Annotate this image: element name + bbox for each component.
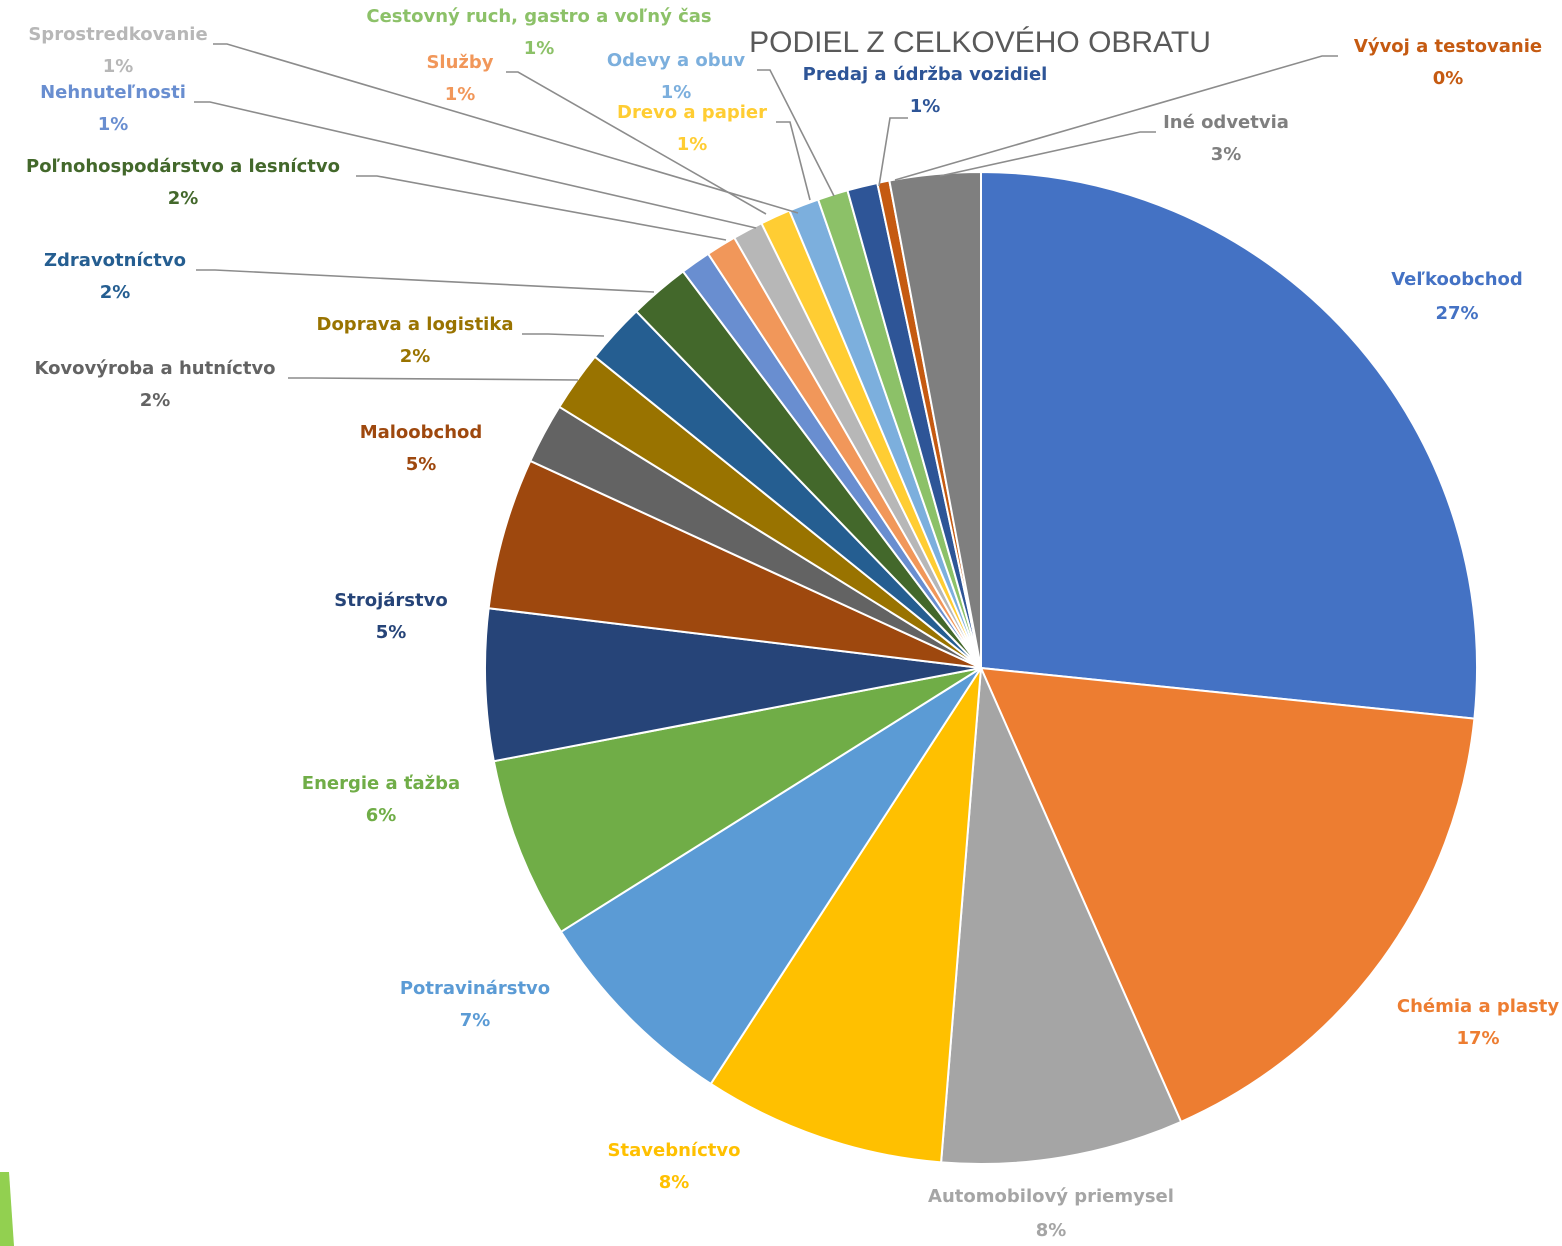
slice-name-label: Služby — [426, 52, 493, 73]
leader-line-odevy-a-obuv — [757, 69, 835, 197]
pie-slice-strojarstvo — [484, 607, 982, 763]
slice-percent-label: 5% — [406, 454, 437, 475]
leader-line-drevo-a-papier — [776, 121, 811, 201]
slice-percent-label: 1% — [661, 82, 692, 103]
slice-percent-label: 2% — [140, 390, 171, 411]
leader-line-vyvoj-a-testovanie — [894, 55, 1338, 181]
slice-percent-label: 0% — [1433, 68, 1464, 89]
slice-name-label: Automobilový priemysel — [928, 1186, 1174, 1207]
slice-name-label: Sprostredkovanie — [28, 24, 207, 45]
slice-percent-label: 1% — [98, 114, 129, 135]
chart-title: PODIEL Z CELKOVÉHO OBRATU — [749, 26, 1211, 59]
slice-percent-label: 1% — [103, 56, 134, 77]
slice-percent-label: 17% — [1456, 1028, 1499, 1049]
slice-percent-label: 1% — [445, 84, 476, 105]
pie-slice-energie-a-tazba — [492, 667, 982, 934]
slice-name-label: Predaj a údržba vozidiel — [803, 64, 1048, 85]
slice-percent-label: 27% — [1435, 303, 1478, 324]
slice-percent-label: 6% — [366, 805, 397, 826]
leader-line-doprava-a-logistika — [522, 333, 605, 337]
slice-name-label: Kovovýroba a hutníctvo — [34, 358, 275, 379]
slice-name-label: Odevy a obuv — [607, 50, 746, 71]
pie-slice-chemia-a-plasty — [979, 666, 1476, 1124]
slice-name-label: Zdravotníctvo — [44, 250, 186, 271]
slice-name-label: Poľnohospodárstvo a lesníctvo — [26, 156, 340, 177]
accent-shape — [0, 1172, 14, 1246]
leader-line-sprostredkovanie — [213, 43, 799, 214]
slice-percent-label: 5% — [376, 622, 407, 643]
slice-name-label: Stavebníctvo — [608, 1140, 741, 1161]
slice-percent-label: 1% — [524, 38, 555, 59]
slice-name-label: Chémia a plasty — [1397, 996, 1560, 1017]
slice-name-label: Maloobchod — [360, 422, 483, 443]
leader-lines — [194, 43, 1338, 381]
slice-percent-label: 2% — [100, 282, 131, 303]
slice-name-label: Veľkoobchod — [1391, 269, 1523, 290]
slice-name-label: Cestovný ruch, gastro a voľný čas — [366, 6, 711, 27]
slice-percent-label: 1% — [910, 96, 941, 117]
pie-slices — [484, 170, 1478, 1165]
leader-line-ine-odvetvia — [939, 131, 1156, 177]
slice-percent-label: 2% — [168, 188, 199, 209]
slice-name-label: Potravinárstvo — [400, 978, 550, 999]
pie-slice-automobilovy-priemysel — [940, 667, 1183, 1165]
leader-line-zdravotnictvo — [196, 269, 655, 293]
pie-slice-velkoobchod — [980, 170, 1478, 720]
pie-slice-maloobchod — [487, 459, 982, 669]
slice-name-label: Drevo a papier — [617, 102, 767, 123]
slice-name-label: Doprava a logistika — [317, 314, 514, 335]
leader-line-polnohospodarstvo-a-lesnictvo — [356, 175, 727, 241]
pie-slice-stavebnictvo — [709, 667, 982, 1164]
slice-percent-label: 3% — [1211, 144, 1242, 165]
data-labels: Veľkoobchod 27% Chémia a plasty 17% Automobi… — [26, 6, 1559, 1241]
slice-name-label: Iné odvetvia — [1163, 112, 1289, 133]
leader-line-sluzby — [506, 71, 767, 215]
slice-name-label: Vývoj a testovanie — [1354, 36, 1542, 57]
leader-line-nehnutelnosti — [194, 101, 757, 229]
leader-line-predaj-a-udrzba-vozidiel — [878, 117, 908, 187]
slice-percent-label: 2% — [400, 346, 431, 367]
pie-slice-ine-odvetvia — [888, 170, 982, 669]
pie-slice-potravinarstvo — [559, 667, 982, 1086]
slice-name-label: Energie a ťažba — [302, 773, 460, 794]
slice-name-label: Nehnuteľnosti — [40, 82, 186, 103]
leader-line-kovovyroba-a-hutnictvo — [288, 377, 579, 381]
slice-percent-label: 1% — [677, 134, 708, 155]
slice-percent-label: 7% — [460, 1010, 491, 1031]
slice-name-label: Strojárstvo — [334, 590, 447, 611]
slice-percent-label: 8% — [1036, 1220, 1067, 1241]
slice-percent-label: 8% — [659, 1172, 690, 1193]
